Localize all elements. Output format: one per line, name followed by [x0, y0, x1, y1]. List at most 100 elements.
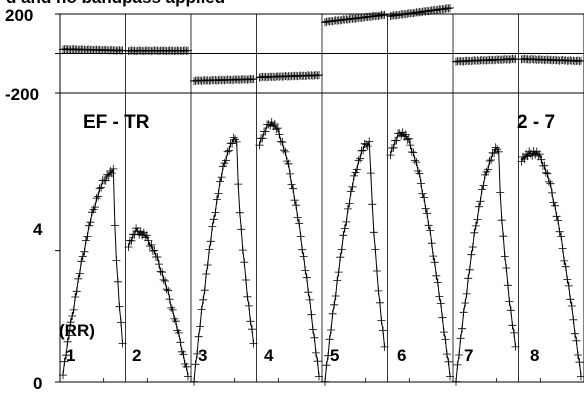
- amplitude-point: [148, 247, 157, 255]
- channel-label-2: 2: [132, 346, 141, 365]
- amplitude-point: [273, 124, 282, 133]
- amplitude-point: [176, 338, 185, 347]
- amplitude-point: [86, 218, 95, 227]
- amp-ytick-zero: 0: [33, 374, 42, 393]
- amplitude-point: [197, 305, 206, 314]
- amplitude-point: [470, 228, 479, 237]
- amplitude-point: [324, 351, 333, 360]
- amplitude-point: [410, 156, 419, 165]
- amplitude-point: [202, 270, 211, 278]
- amplitude-point: [109, 164, 118, 173]
- amplitude-point: [417, 179, 425, 188]
- amplitude-point: [473, 215, 482, 224]
- amplitude-point: [371, 245, 380, 254]
- amplitude-point: [459, 308, 468, 317]
- amplitude-point: [307, 310, 316, 319]
- amplitude-point: [566, 295, 575, 304]
- amplitude-point: [573, 351, 582, 359]
- phase-point: [424, 7, 433, 16]
- amplitude-point: [249, 339, 258, 348]
- amplitude-point: [217, 173, 226, 182]
- channel-label-4: 4: [264, 346, 274, 365]
- spectral-window-label: 2 - 7: [517, 112, 555, 133]
- amplitude-point: [136, 227, 145, 236]
- amplitude-point: [75, 269, 84, 278]
- amplitude-point: [243, 292, 252, 301]
- amplitude-point: [462, 289, 471, 298]
- amplitude-point: [567, 302, 576, 310]
- amplitude-point: [503, 281, 512, 290]
- amplitude-point: [117, 318, 125, 327]
- amplitude-point: [308, 325, 317, 334]
- amplitude-point: [214, 189, 223, 198]
- amplitude-point: [62, 351, 71, 360]
- channel-label-7: 7: [464, 346, 473, 365]
- amplitude-point: [235, 208, 244, 217]
- amplitude-point: [84, 221, 93, 230]
- amplitude-point: [461, 299, 470, 307]
- phase-series: [59, 3, 584, 86]
- amplitude-point: [289, 184, 298, 193]
- amplitude-point: [552, 212, 561, 221]
- phase-point: [380, 10, 389, 19]
- amplitude-point: [112, 256, 121, 265]
- phase-point: [511, 54, 520, 63]
- amplitude-point: [72, 287, 81, 296]
- amplitude-point: [336, 253, 345, 262]
- amplitude-point: [403, 135, 412, 144]
- amplitude-point: [237, 225, 246, 234]
- amplitude-point: [477, 185, 486, 194]
- amplitude-point: [110, 221, 119, 230]
- amplitude-point: [142, 231, 151, 240]
- amplitude-point: [304, 288, 313, 297]
- amplitude-line-ch2: [128, 226, 189, 377]
- amplitude-point: [322, 361, 331, 370]
- amplitude-point: [240, 258, 249, 267]
- amplitude-point: [200, 286, 209, 295]
- phase-point: [328, 17, 337, 26]
- amplitude-point: [167, 303, 176, 312]
- amplitude-point: [551, 201, 560, 210]
- amplitude-point: [115, 302, 124, 311]
- amplitude-point: [155, 260, 163, 269]
- amplitude-point: [77, 257, 86, 266]
- amplitude-point: [287, 180, 296, 189]
- amplitude-point: [400, 132, 409, 141]
- amplitude-point: [436, 299, 445, 308]
- amplitude-point: [158, 268, 167, 277]
- amplitude-point: [60, 357, 69, 366]
- amplitude-point: [377, 316, 386, 325]
- polarization-label: (RR): [59, 321, 95, 340]
- amplitude-point: [331, 292, 340, 300]
- amplitude-point: [161, 277, 170, 285]
- amplitude-point: [261, 127, 270, 136]
- amplitude-line-ch7: [455, 146, 516, 382]
- amplitude-point: [494, 147, 503, 156]
- amplitude-point: [345, 199, 354, 208]
- amplitude-point: [356, 154, 365, 163]
- amplitude-point: [205, 245, 214, 254]
- amplitude-point: [412, 158, 421, 167]
- amplitude-point: [560, 256, 569, 265]
- amplitude-point: [292, 201, 301, 210]
- amplitude-point: [484, 165, 492, 174]
- amplitude-point: [548, 188, 556, 197]
- phase-ytick-bottom: -200: [5, 85, 39, 104]
- amplitude-point: [465, 265, 474, 274]
- amplitude-point: [502, 264, 511, 272]
- amplitude-point: [150, 246, 159, 255]
- amplitude-line-ch3: [193, 136, 254, 382]
- amplitude-point: [537, 155, 546, 164]
- phase-point: [444, 4, 453, 13]
- amplitude-point: [232, 137, 241, 146]
- amplitude-point: [113, 277, 122, 286]
- amplitude-point: [368, 200, 377, 209]
- amplitude-point: [310, 333, 319, 342]
- amplitude-point: [63, 337, 72, 346]
- amplitude-point: [103, 170, 112, 179]
- phase-point: [351, 14, 360, 23]
- amplitude-point: [546, 179, 555, 188]
- amplitude-point: [374, 286, 383, 295]
- amplitude-point: [444, 357, 453, 366]
- amplitude-point: [311, 348, 320, 357]
